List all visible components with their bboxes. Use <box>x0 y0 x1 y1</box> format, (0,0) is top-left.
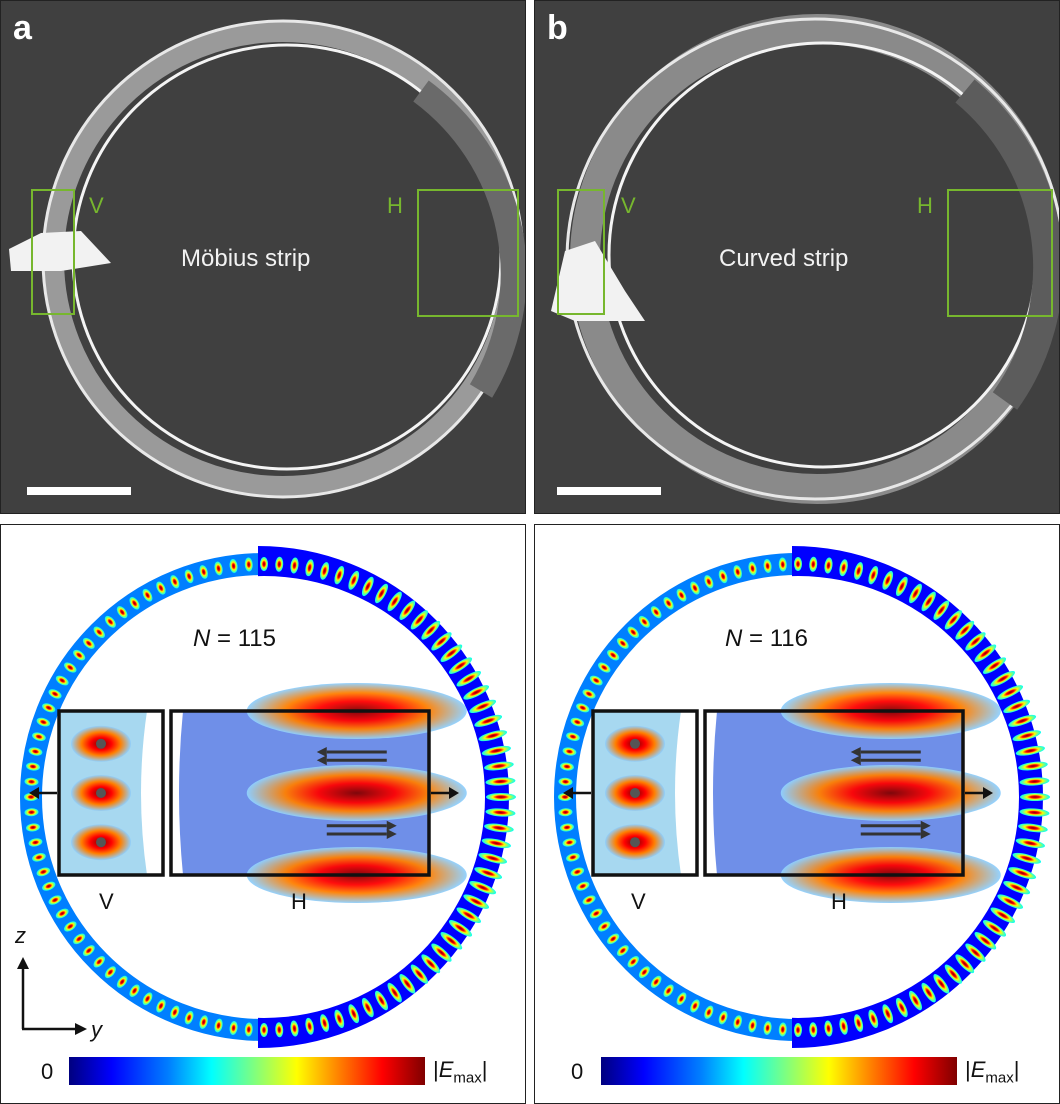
region-box-v-label: V <box>89 193 104 218</box>
inset-h-label: H <box>831 889 847 914</box>
mode-ring-n115 <box>17 546 516 1048</box>
inset-h-label: H <box>291 889 307 914</box>
curved-strip-title: Curved strip <box>719 245 849 272</box>
colorbar-min-label: 0 <box>41 1059 54 1084</box>
panel-a-sem-image: a Möbius strip V H <box>0 0 526 514</box>
panel-b-sem-image: b Curved strip V H <box>534 0 1060 514</box>
panel-a-label: a <box>13 9 32 47</box>
colorbar-min-label: 0 <box>571 1059 584 1084</box>
inset-v-field-map <box>591 709 699 877</box>
inset-h-field-map <box>703 683 1001 903</box>
panel-c-field-simulation: N = 115 V H z y 0 |Emax| <box>0 524 526 1104</box>
panel-d-field-simulation: N = 116 V H 0 |Emax| <box>534 524 1060 1104</box>
region-box-v-label: V <box>621 193 636 218</box>
region-box-h-label: H <box>917 193 933 218</box>
region-box-h <box>947 189 1053 317</box>
mode-number-label: N = 115 <box>193 625 276 652</box>
colorbar-max-label: |Emax| <box>433 1057 488 1087</box>
field-lobes <box>24 556 516 1038</box>
mode-number-label: N = 116 <box>725 625 808 652</box>
inset-v-label: V <box>99 889 114 914</box>
outward-arrows <box>29 787 459 799</box>
mode-ring-n116 <box>554 546 1050 1048</box>
contact-pad-left <box>551 241 645 321</box>
mobius-sem-ring <box>9 19 525 499</box>
inset-v-field-map <box>57 709 165 877</box>
mobius-strip-title: Möbius strip <box>181 245 311 272</box>
colorbar <box>69 1057 425 1085</box>
outward-arrows <box>563 787 993 799</box>
region-box-h <box>417 189 519 317</box>
scale-bar <box>27 487 131 495</box>
scale-bar <box>557 487 661 495</box>
axis-z-label: z <box>15 923 26 948</box>
region-box-v <box>31 189 75 315</box>
panel-b-label: b <box>547 9 568 47</box>
inset-h-field-map <box>169 683 467 903</box>
curved-sem-ring <box>551 14 1059 504</box>
colorbar <box>601 1057 957 1085</box>
region-box-h-label: H <box>387 193 403 218</box>
field-lobes <box>558 556 1050 1038</box>
axis-y-label: y <box>91 1017 102 1042</box>
inset-v-label: V <box>631 889 646 914</box>
region-box-v <box>557 189 605 315</box>
axes-indicator <box>17 957 87 1035</box>
contact-pad-left <box>9 231 111 271</box>
colorbar-max-label: |Emax| <box>965 1057 1020 1087</box>
